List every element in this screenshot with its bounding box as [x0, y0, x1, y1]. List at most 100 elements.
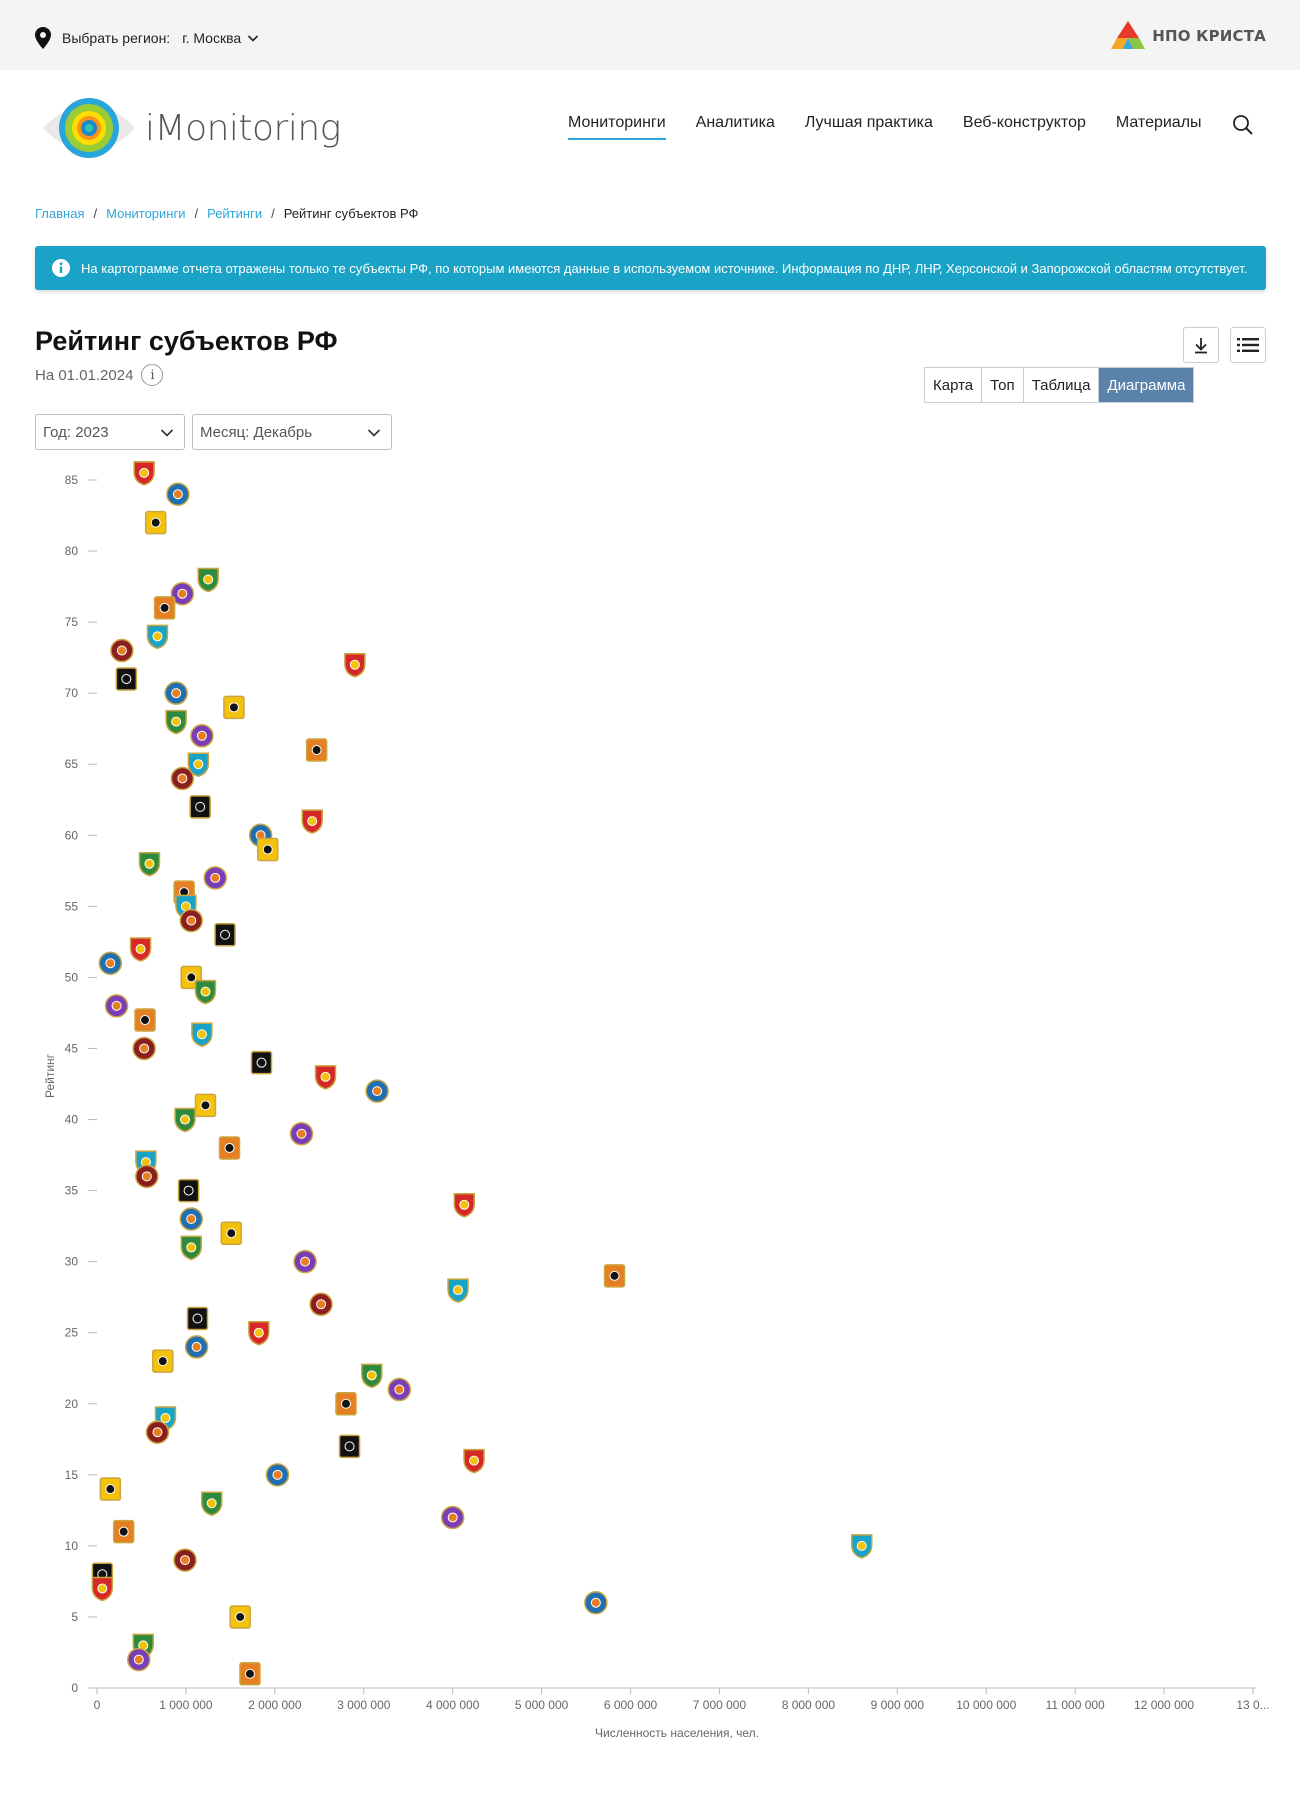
- data-point-emblem: [144, 858, 155, 869]
- data-point-emblem: [311, 745, 322, 756]
- brand-logo[interactable]: iMonitoring: [40, 89, 341, 167]
- region-label: Выбрать регион:: [62, 30, 171, 46]
- tab-diagram[interactable]: Диаграмма: [1099, 368, 1194, 402]
- year-select[interactable]: Год: 2023: [35, 414, 185, 450]
- chevron-down-icon: [367, 429, 381, 437]
- y-tick-label: 70: [65, 686, 79, 700]
- x-tick-label: 12 000 000: [1134, 1698, 1194, 1712]
- data-point-emblem: [172, 489, 183, 500]
- data-point-emblem: [272, 1469, 283, 1480]
- data-point-emblem: [160, 1412, 171, 1423]
- data-point-emblem: [97, 1583, 108, 1594]
- data-point-emblem: [394, 1384, 405, 1395]
- data-point-emblem: [200, 1100, 211, 1111]
- data-point-emblem: [171, 716, 182, 727]
- data-point-emblem: [453, 1285, 464, 1296]
- breadcrumb-separator: /: [194, 206, 199, 221]
- y-tick-label: 40: [65, 1113, 79, 1127]
- region-selector[interactable]: Выбрать регион: г. Москва: [34, 27, 259, 49]
- nav-best-practice[interactable]: Лучшая практика: [804, 114, 933, 131]
- data-point-emblem: [135, 943, 146, 954]
- search-icon[interactable]: [1232, 114, 1254, 136]
- data-point-emblem: [320, 1071, 331, 1082]
- chevron-down-icon[interactable]: [247, 32, 259, 44]
- y-tick-label: 55: [65, 899, 79, 913]
- eye-logo-icon: [43, 98, 135, 158]
- breadcrumb-home[interactable]: Главная: [35, 206, 85, 221]
- breadcrumb-separator: /: [271, 206, 275, 221]
- data-point-emblem: [192, 1313, 203, 1324]
- data-point-emblem: [296, 1128, 307, 1139]
- data-point-emblem: [177, 773, 188, 784]
- data-point-emblem: [180, 1114, 191, 1125]
- data-point-emblem: [307, 816, 318, 827]
- data-point-emblem: [220, 929, 231, 940]
- data-point-emblem: [590, 1597, 601, 1608]
- data-point-emblem: [171, 688, 182, 699]
- x-tick-label: 5 000 000: [515, 1698, 569, 1712]
- y-tick-label: 45: [65, 1041, 79, 1055]
- x-tick-label: 8 000 000: [782, 1698, 836, 1712]
- partner-logo-text: НПО КРИСТА: [1152, 27, 1266, 45]
- report-date-text: На 01.01.2024: [35, 366, 134, 384]
- data-point-emblem: [340, 1398, 351, 1409]
- data-point-emblem: [139, 467, 150, 478]
- data-point-emblem: [224, 1142, 235, 1153]
- y-tick-label: 5: [71, 1610, 78, 1624]
- download-icon: [1195, 338, 1207, 354]
- data-point-emblem: [183, 1185, 194, 1196]
- x-tick-label: 0: [94, 1698, 101, 1712]
- breadcrumb-ratings[interactable]: Рейтинги: [207, 206, 263, 221]
- breadcrumb-monitoring[interactable]: Мониторинги: [106, 206, 186, 221]
- x-tick-label: 4 000 000: [426, 1698, 480, 1712]
- data-point-emblem: [228, 702, 239, 713]
- data-point-emblem: [262, 844, 273, 855]
- list-view-button[interactable]: [1230, 327, 1266, 363]
- main-nav: Мониторинги Аналитика Лучшая практика Ве…: [568, 114, 1232, 140]
- data-point-emblem: [235, 1611, 246, 1622]
- x-tick-label: 9 000 000: [871, 1698, 925, 1712]
- data-point-emblem: [111, 1000, 122, 1011]
- info-icon[interactable]: i: [141, 364, 164, 386]
- list-icon: [1237, 338, 1259, 352]
- breadcrumb-current: Рейтинг субъектов РФ: [283, 206, 419, 221]
- nav-monitoring[interactable]: Мониторинги: [568, 114, 666, 140]
- breadcrumb-separator: /: [93, 206, 98, 221]
- data-point-emblem: [349, 659, 360, 670]
- data-point-emblem: [186, 1214, 197, 1225]
- x-tick-label: 2 000 000: [248, 1698, 302, 1712]
- data-point-emblem: [152, 1427, 163, 1438]
- scatter-chart: 0 1 000 000 2 000 000 3 000 000 4 000 000 5 0…: [43, 461, 1270, 1740]
- nav-materials[interactable]: Материалы: [1115, 114, 1202, 131]
- y-tick-label: 0: [71, 1681, 78, 1695]
- info-circle-icon: [52, 259, 70, 277]
- y-tick-label: 10: [65, 1539, 79, 1553]
- data-point-emblem: [121, 673, 132, 684]
- tab-table[interactable]: Таблица: [1023, 368, 1100, 402]
- data-point-emblem: [186, 915, 197, 926]
- nav-analytics[interactable]: Аналитика: [695, 114, 775, 131]
- y-tick-label: 20: [65, 1397, 79, 1411]
- data-point-emblem: [469, 1455, 480, 1466]
- data-point-emblem: [459, 1199, 470, 1210]
- data-point-emblem: [191, 1341, 202, 1352]
- year-select-value: Год: 2023: [43, 423, 109, 441]
- region-value[interactable]: г. Москва: [182, 30, 242, 46]
- y-tick-label: 15: [65, 1468, 79, 1482]
- data-point-emblem: [226, 1228, 237, 1239]
- y-tick-label: 65: [65, 757, 79, 771]
- download-button[interactable]: [1183, 327, 1219, 363]
- data-point-emblem: [193, 759, 204, 770]
- nav-web-constructor[interactable]: Веб-конструктор: [962, 114, 1086, 131]
- data-point-emblem: [157, 1356, 168, 1367]
- data-point-emblem: [186, 972, 197, 983]
- partner-logo[interactable]: НПО КРИСТА: [1108, 19, 1266, 53]
- month-select[interactable]: Месяц: Декабрь: [192, 414, 392, 450]
- data-point-emblem: [316, 1299, 327, 1310]
- brand-name: iMonitoring: [145, 107, 341, 149]
- y-axis-title: Рейтинг: [43, 1053, 57, 1098]
- tab-map[interactable]: Карта: [925, 368, 983, 402]
- data-point-emblem: [141, 1171, 152, 1182]
- data-point-emblem: [344, 1441, 355, 1452]
- tab-top[interactable]: Топ: [982, 368, 1024, 402]
